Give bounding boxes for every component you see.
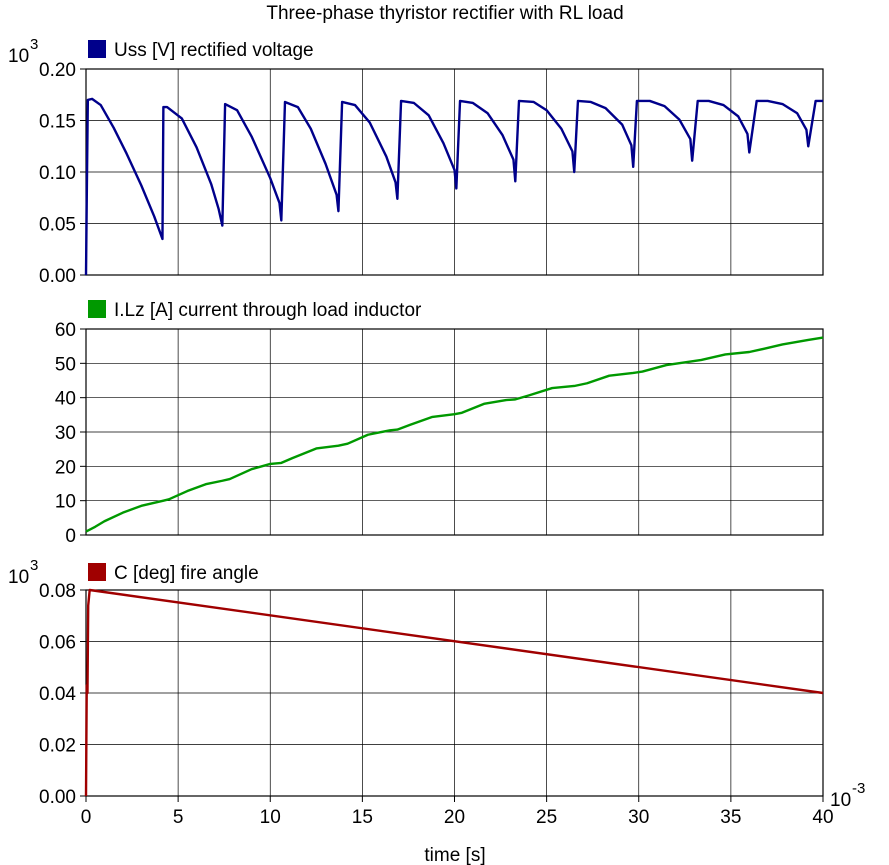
y-tick-label: 50 [55, 354, 76, 375]
x-tick-label: 10 [260, 807, 281, 828]
y-tick-label: 0.00 [39, 787, 76, 808]
legend-label: I.Lz [A] current through load inductor [114, 300, 422, 321]
y-tick-label: 0.06 [39, 633, 76, 654]
chart-panel-1: 0.00 0.05 0.10 0.15 0.20 103 Uss [V] rectified… [8, 36, 824, 287]
y-axis-multiplier-exponent: 3 [30, 557, 38, 574]
chart-title: Three-phase thyristor rectifier with RL … [266, 3, 623, 24]
x-tick-label: 20 [444, 807, 465, 828]
legend-swatch [88, 300, 106, 318]
y-tick-label: 10 [55, 492, 76, 513]
x-tick-label: 40 [812, 807, 833, 828]
y-axis-multiplier: 10 [8, 46, 29, 67]
x-tick-label: 25 [536, 807, 557, 828]
x-tick-label: 35 [720, 807, 741, 828]
y-tick-label: 0 [65, 526, 76, 547]
legend-label: C [deg] fire angle [114, 563, 259, 584]
y-tick-label: 0.20 [39, 60, 76, 81]
legend-label: Uss [V] rectified voltage [114, 40, 314, 61]
y-tick-label: 0.04 [39, 684, 76, 705]
x-tick-label: 15 [352, 807, 373, 828]
x-tick-label: 5 [173, 807, 184, 828]
y-tick-label: 0.08 [39, 581, 76, 602]
y-axis-multiplier: 10 [8, 567, 29, 588]
x-tick-label: 0 [81, 807, 92, 828]
x-axis-multiplier: 10 [830, 790, 851, 811]
y-tick-label: 0.15 [39, 112, 76, 133]
chart-panel-2: 0 10 20 30 40 50 60 I.Lz [A] current through lo… [55, 300, 824, 547]
x-axis-label: time [s] [424, 845, 485, 865]
y-tick-label: 20 [55, 457, 76, 478]
y-tick-label: 40 [55, 389, 76, 410]
y-tick-label: 30 [55, 423, 76, 444]
x-tick-label: 30 [628, 807, 649, 828]
x-axis-multiplier-exponent: -3 [852, 780, 865, 797]
plot-frame [85, 328, 824, 536]
y-axis-multiplier-exponent: 3 [30, 36, 38, 53]
series-line [84, 97, 823, 276]
series-line [84, 588, 824, 797]
legend-swatch [88, 40, 106, 58]
y-tick-label: 0.02 [39, 736, 76, 757]
legend-swatch [88, 563, 106, 581]
y-tick-label: 0.00 [39, 266, 76, 287]
y-tick-label: 0.10 [39, 163, 76, 184]
y-tick-label: 0.05 [39, 215, 76, 236]
series-line [85, 336, 824, 533]
y-tick-label: 60 [55, 320, 76, 341]
